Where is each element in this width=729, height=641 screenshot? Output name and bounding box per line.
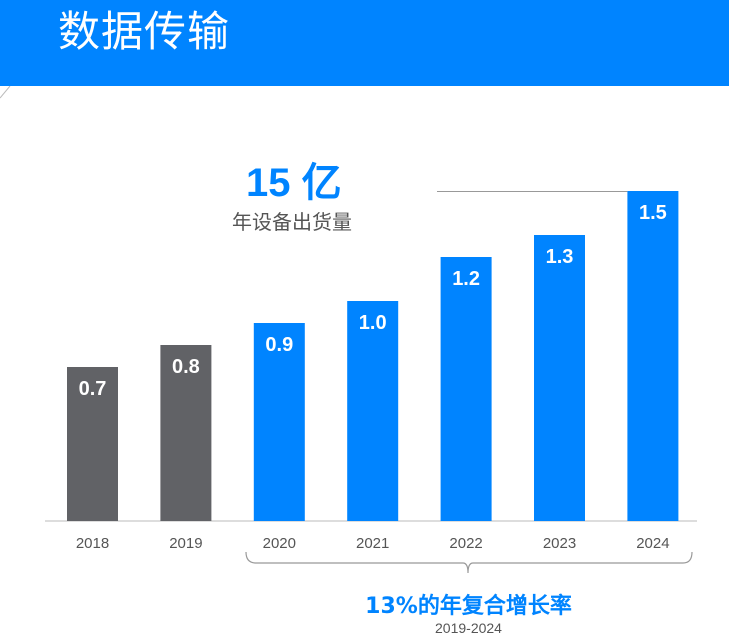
tick-label-2024: 2024	[636, 535, 669, 552]
bar-2020	[253, 323, 305, 521]
corner-mark	[0, 86, 11, 99]
tick-label-2023: 2023	[543, 535, 576, 552]
headline-caption: 年设备出货量	[232, 210, 352, 234]
data-label-2018: 0.7	[79, 378, 107, 400]
tick-label-2022: 2022	[449, 535, 482, 552]
cagr-label: 13%的年复合增长率	[365, 594, 572, 619]
bar-2019	[160, 345, 212, 521]
tick-label-2020: 2020	[263, 535, 296, 552]
tick-label-2018: 2018	[76, 535, 109, 552]
data-label-2022: 1.2	[452, 268, 480, 290]
brace	[245, 551, 693, 574]
data-label-2021: 1.0	[359, 312, 387, 334]
tick-label-2021: 2021	[356, 535, 389, 552]
data-label-2020: 0.9	[265, 334, 293, 356]
tick-label-2019: 2019	[169, 535, 202, 552]
data-label-2019: 0.8	[172, 356, 200, 378]
data-label-2023: 1.3	[546, 246, 574, 268]
page-title: 数据传输	[58, 7, 231, 56]
bar-2023	[534, 235, 585, 521]
bar-2018	[67, 367, 118, 521]
header-bar: 数据传输	[0, 0, 729, 86]
bar-2022	[440, 257, 492, 521]
headline-value: 15 亿	[246, 161, 342, 205]
data-label-2024: 1.5	[639, 202, 667, 224]
bar-2024	[627, 191, 679, 521]
cagr-range: 2019-2024	[435, 620, 502, 636]
bar-2021	[347, 301, 399, 521]
